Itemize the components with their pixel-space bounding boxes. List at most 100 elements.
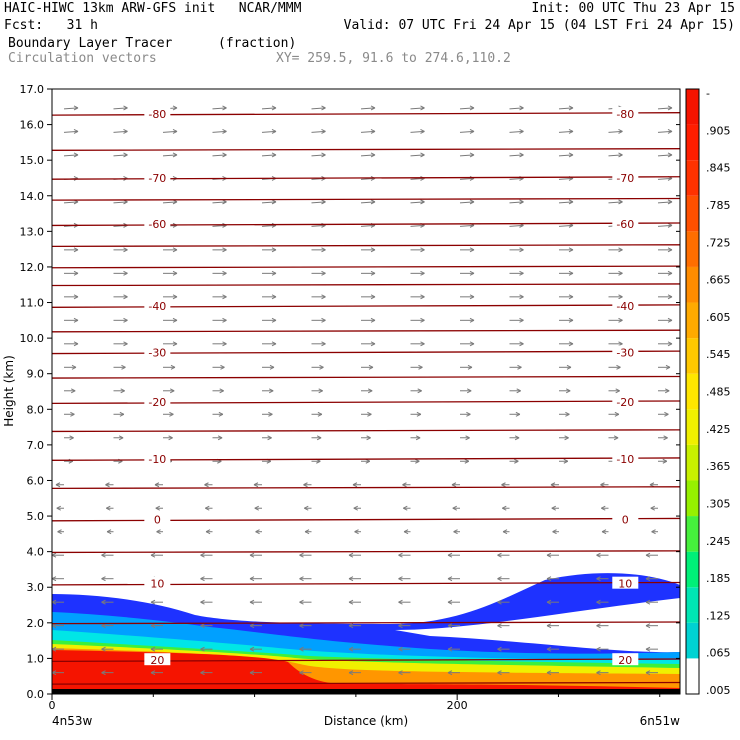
isotherm-line bbox=[52, 283, 680, 287]
wind-vector-head bbox=[269, 364, 275, 370]
isotherm-label-bg bbox=[144, 345, 171, 358]
wind-vector-head bbox=[551, 505, 556, 511]
wind-vector-head bbox=[566, 364, 572, 370]
wind-vector-head bbox=[546, 623, 552, 629]
x-axis-start-label: 4n53w bbox=[52, 714, 93, 728]
plot-frame bbox=[51, 88, 681, 695]
wind-vector-head bbox=[368, 364, 374, 370]
y-tick-label: 9.0 bbox=[27, 368, 45, 381]
wind-vector-head bbox=[170, 364, 176, 370]
y-tick-label: 2.0 bbox=[27, 617, 45, 630]
wind-vector-head bbox=[519, 152, 524, 158]
y-tick-label: 16.0 bbox=[20, 119, 45, 132]
wind-vector-head bbox=[120, 388, 125, 394]
wind-vector bbox=[261, 201, 277, 204]
wind-vector-head bbox=[299, 670, 304, 676]
wind-vector bbox=[360, 107, 376, 110]
wind-vector-head bbox=[618, 294, 623, 300]
wind-vector-head bbox=[452, 505, 457, 511]
wind-vector bbox=[261, 224, 277, 227]
wind-vector-head bbox=[150, 670, 156, 676]
wind-vector-head bbox=[420, 270, 425, 276]
wind-vector bbox=[509, 107, 524, 110]
wind-vector-head bbox=[255, 529, 260, 535]
colorbar-label: .185 bbox=[706, 572, 731, 585]
wind-vector-head bbox=[565, 411, 570, 417]
wind-vector-head bbox=[304, 529, 310, 535]
isotherm-line bbox=[52, 244, 680, 248]
isotherm-label-bg bbox=[612, 106, 639, 119]
wind-vector-head bbox=[249, 552, 255, 558]
wind-vector-head bbox=[668, 82, 672, 86]
wind-vector bbox=[459, 154, 475, 157]
wind-vector-head bbox=[200, 646, 205, 652]
field-units-label: (fraction) bbox=[218, 36, 297, 51]
wind-vector-head bbox=[453, 529, 458, 535]
wind-vector bbox=[410, 201, 425, 204]
wind-vector-head bbox=[519, 317, 524, 323]
isotherm-label-bg bbox=[612, 170, 639, 183]
wind-vector bbox=[410, 224, 425, 227]
isotherm-label: -80 bbox=[148, 108, 166, 121]
colorbar-segment bbox=[686, 551, 699, 588]
wind-vector-head bbox=[321, 270, 326, 276]
wind-vector-head bbox=[200, 552, 205, 558]
wind-vector-head bbox=[618, 317, 623, 323]
wind-vector-head bbox=[156, 529, 161, 535]
wind-vector-head bbox=[515, 411, 521, 417]
y-tick-label: 10.0 bbox=[20, 332, 45, 345]
wind-vector-head bbox=[417, 388, 422, 394]
wind-vector bbox=[162, 154, 178, 157]
colorbar-label: .725 bbox=[706, 236, 731, 249]
wind-vector-head bbox=[645, 670, 651, 676]
wind-vector-head bbox=[420, 152, 425, 158]
wind-vector-head bbox=[667, 270, 673, 276]
wind-vector-head bbox=[516, 388, 521, 394]
wind-vector-head bbox=[222, 270, 227, 276]
wind-vector-head bbox=[568, 270, 574, 276]
wind-vector-head bbox=[469, 341, 475, 347]
wind-vector-head bbox=[321, 199, 326, 205]
isotherm-label: -40 bbox=[616, 300, 634, 313]
wind-vector bbox=[63, 107, 79, 110]
wind-vector bbox=[311, 130, 326, 133]
wind-vector-head bbox=[497, 670, 502, 676]
wind-vector-head bbox=[601, 505, 606, 511]
wind-vector-head bbox=[596, 670, 601, 676]
wind-vector bbox=[657, 201, 673, 204]
wind-vector bbox=[311, 154, 326, 157]
wind-vector-head bbox=[517, 364, 522, 370]
isotherm-line bbox=[52, 375, 680, 379]
wind-vector-head bbox=[398, 623, 403, 629]
wind-vector-head bbox=[299, 576, 304, 582]
wind-vector-head bbox=[420, 317, 425, 323]
wind-vector-head bbox=[220, 364, 225, 370]
wind-vector-head bbox=[402, 482, 407, 488]
wind-vector-head bbox=[105, 482, 110, 488]
wind-vector bbox=[657, 224, 673, 227]
wind-vector-head bbox=[222, 294, 227, 300]
isotherm-label: -40 bbox=[148, 300, 166, 313]
wind-vector-head bbox=[200, 576, 205, 582]
wind-vector bbox=[312, 84, 326, 85]
wind-vector bbox=[558, 201, 574, 204]
wind-vector-head bbox=[101, 599, 106, 605]
isotherm-label: 10 bbox=[150, 578, 164, 591]
wind-vector bbox=[163, 84, 177, 85]
wind-vector-head bbox=[370, 199, 376, 205]
wind-vector-head bbox=[70, 388, 76, 394]
header-valid-time: Valid: 07 UTC Fri 24 Apr 15 (04 LST Fri … bbox=[343, 18, 735, 33]
wind-vector-head bbox=[398, 552, 403, 558]
wind-vector-head bbox=[370, 317, 376, 323]
wind-vector-head bbox=[154, 482, 160, 488]
wind-vector-head bbox=[249, 576, 255, 582]
wind-vector-head bbox=[662, 458, 668, 464]
wind-vector-head bbox=[249, 646, 255, 652]
y-tick-label: 1.0 bbox=[27, 652, 45, 665]
wind-vector-head bbox=[618, 152, 623, 158]
y-tick-label: 17.0 bbox=[20, 83, 45, 96]
wind-vector-head bbox=[651, 529, 656, 535]
wind-vector-head bbox=[420, 128, 425, 134]
wind-vector-head bbox=[466, 388, 472, 394]
wind-vector bbox=[113, 130, 128, 133]
